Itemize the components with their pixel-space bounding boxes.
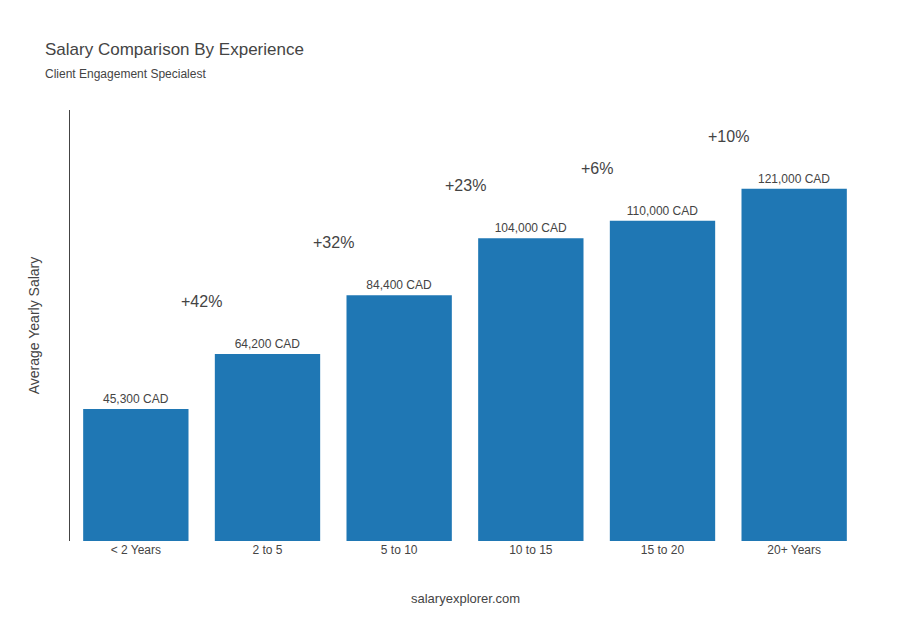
svg-text:84,400 CAD: 84,400 CAD <box>366 278 432 292</box>
svg-text:Average Yearly Salary: Average Yearly Salary <box>26 257 42 395</box>
svg-text:< 2 Years: < 2 Years <box>111 543 161 557</box>
svg-text:+6%: +6% <box>581 160 613 177</box>
svg-text:+32%: +32% <box>313 234 354 251</box>
svg-text:+23%: +23% <box>445 177 486 194</box>
svg-text:20+ Years: 20+ Years <box>767 543 821 557</box>
svg-text:5 to 10: 5 to 10 <box>381 543 418 557</box>
svg-text:110,000 CAD: 110,000 CAD <box>627 204 698 218</box>
svg-text:salaryexplorer.com: salaryexplorer.com <box>411 591 520 606</box>
svg-text:Salary Comparison By Experienc: Salary Comparison By Experience <box>45 40 304 59</box>
svg-text:+42%: +42% <box>181 293 222 310</box>
svg-text:15 to 20: 15 to 20 <box>641 543 685 557</box>
svg-text:10 to 15: 10 to 15 <box>509 543 553 557</box>
svg-text:+10%: +10% <box>708 128 749 145</box>
svg-text:45,300 CAD: 45,300 CAD <box>103 392 169 406</box>
svg-text:104,000 CAD: 104,000 CAD <box>495 221 567 235</box>
svg-text:2 to 5: 2 to 5 <box>252 543 282 557</box>
svg-text:121,000 CAD: 121,000 CAD <box>758 172 830 186</box>
svg-text:Client Engagement Specialest: Client Engagement Specialest <box>45 67 206 81</box>
svg-text:64,200 CAD: 64,200 CAD <box>235 337 301 351</box>
